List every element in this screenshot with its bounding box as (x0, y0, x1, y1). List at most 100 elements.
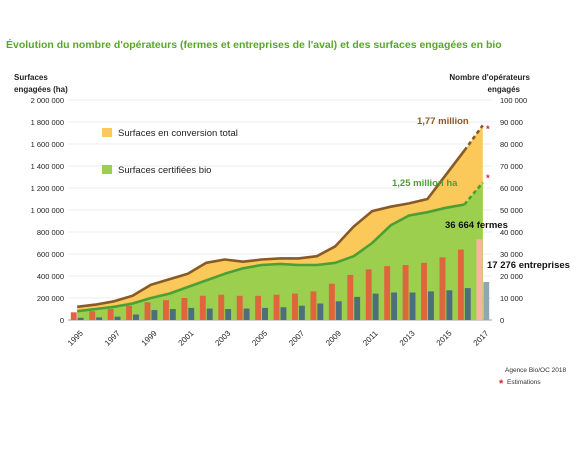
bar-entreprises (354, 296, 361, 320)
bar-fermes (439, 257, 446, 320)
bar-entreprises (335, 301, 342, 320)
bar-fermes (107, 309, 114, 320)
bar-entreprises (77, 317, 84, 320)
source-credit: Agence Bio/OC 2018 (505, 367, 566, 374)
bar-fermes (273, 294, 280, 320)
bar-entreprises (298, 305, 305, 320)
legend: Surfaces en conversion total Surfaces ce… (102, 128, 238, 176)
y-tick-left: 1 800 000 (31, 118, 64, 127)
bar-fermes (310, 291, 317, 320)
x-tick-label: 2009 (324, 328, 343, 347)
bar-fermes (162, 300, 169, 320)
y-axis-left-ticks: 0 200 000 400 000 600 000 800 000 1 000 000 1 … (31, 96, 64, 325)
y-axis-right-label-line1: Nombre d'opérateurs (449, 73, 530, 82)
y-tick-left: 1 200 000 (31, 184, 64, 193)
x-tick-label: 1997 (103, 328, 122, 347)
bar-fermes (70, 312, 77, 320)
y-tick-right: 100 000 (500, 96, 527, 105)
chart-title: Évolution du nombre d'opérateurs (fermes… (6, 38, 502, 51)
bar-entreprises (464, 288, 471, 320)
estimate-star-certified: * (486, 173, 490, 184)
annotation-fermes-2017: 36 664 fermes (445, 220, 508, 231)
y-axis-left-label-line1: Surfaces (14, 73, 48, 82)
x-tick-label: 2013 (398, 328, 417, 347)
x-tick-label: 1995 (66, 328, 85, 347)
bar-fermes (328, 283, 335, 320)
annotation-certified-2017: 1,25 million ha (392, 178, 458, 189)
bar-entreprises (96, 317, 103, 320)
x-tick-label: 1999 (140, 328, 159, 347)
annotation-entreprises-2017: 17 276 entreprises (487, 260, 570, 271)
bar-fermes (255, 295, 262, 320)
y-tick-left: 600 000 (37, 250, 64, 259)
bar-fermes (292, 293, 298, 320)
bar-entreprises (151, 310, 158, 320)
source-star: * (499, 378, 504, 390)
y-tick-right: 10 000 (500, 294, 523, 303)
bar-entreprises (409, 292, 416, 320)
bar-fermes (218, 294, 225, 320)
bar-fermes (89, 311, 96, 320)
x-tick-label: 2003 (213, 328, 232, 347)
bar-entreprises (188, 307, 195, 320)
y-tick-right: 20 000 (500, 272, 523, 281)
y-tick-right: 0 (500, 316, 504, 325)
x-tick-label: 2017 (472, 328, 491, 347)
bar-fermes (402, 265, 409, 320)
line-certified-surface-estimate (463, 181, 484, 206)
source-estimation-label: Estimations (507, 379, 541, 386)
bar-fermes (199, 295, 206, 320)
trend-lines (77, 124, 484, 313)
area-certified (77, 182, 483, 320)
bar-entreprises (206, 308, 213, 320)
bar-fermes (365, 269, 372, 320)
bar-fermes (126, 305, 133, 320)
y-tick-left: 1 400 000 (31, 162, 64, 171)
legend-swatch-conversion (102, 128, 112, 137)
bar-entreprises (483, 281, 490, 320)
x-tick-label: 2005 (250, 328, 269, 347)
bar-fermes (347, 274, 354, 320)
y-tick-left: 0 (60, 316, 64, 325)
y-tick-right: 50 000 (500, 206, 523, 215)
bar-fermes (421, 262, 427, 320)
estimate-star-total: * (486, 124, 490, 135)
x-tick-label: 2015 (435, 328, 454, 347)
bar-fermes (181, 298, 188, 320)
bar-entreprises (262, 307, 268, 320)
x-tick-label: 2007 (287, 328, 306, 347)
legend-swatch-certified (102, 165, 112, 174)
y-axis-right-label-line2: engagés (488, 85, 521, 94)
legend-label-conversion: Surfaces en conversion total (118, 128, 238, 139)
bar-entreprises (317, 303, 324, 320)
bar-fermes (476, 239, 483, 320)
bar-entreprises (114, 316, 121, 320)
bar-entreprises (280, 307, 287, 320)
y-tick-right: 70 000 (500, 162, 523, 171)
bar-entreprises (225, 309, 232, 320)
y-tick-left: 2 000 000 (31, 96, 64, 105)
area-series (77, 125, 483, 320)
bar-entreprises (372, 293, 379, 320)
y-tick-right: 60 000 (500, 184, 523, 193)
y-tick-right: 80 000 (500, 140, 523, 149)
line-certified-surface (77, 203, 465, 313)
line-total-surface (77, 149, 466, 309)
bar-entreprises (391, 292, 398, 320)
y-tick-left: 200 000 (37, 294, 64, 303)
x-axis-ticks: 1995 1997 1999 2001 2003 2005 2007 2009 2011 2013… (66, 328, 491, 347)
bar-entreprises (243, 308, 250, 320)
bar-entreprises (133, 314, 139, 320)
bar-fermes (144, 302, 151, 320)
bar-entreprises (169, 309, 176, 320)
y-tick-left: 400 000 (37, 272, 64, 281)
y-tick-right: 90 000 (500, 118, 523, 127)
y-axis-left-label-line2: engagées (ha) (14, 85, 68, 94)
bar-fermes (457, 249, 464, 320)
y-axis-right-ticks: 0 10 000 20 000 30 000 40 000 50 000 60 000 70 … (500, 96, 527, 325)
y-tick-right: 40 000 (500, 228, 523, 237)
bar-series (70, 239, 490, 320)
y-tick-left: 1 600 000 (31, 140, 64, 149)
bar-fermes (236, 295, 243, 320)
